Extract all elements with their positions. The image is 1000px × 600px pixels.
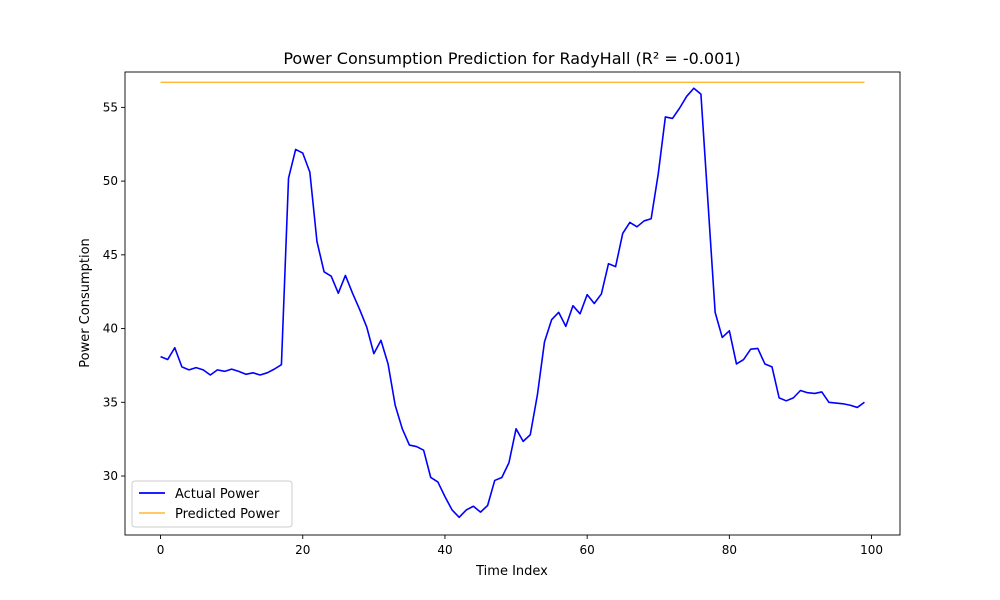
x-tick-label: 80	[722, 543, 737, 557]
chart-title: Power Consumption Prediction for RadyHal…	[283, 49, 740, 68]
y-tick-label: 30	[103, 469, 118, 483]
y-tick-label: 35	[103, 395, 118, 409]
x-axis: 0 20 40 60 80 100	[157, 535, 883, 557]
y-tick-label: 50	[103, 174, 118, 188]
y-axis: 30 35 40 45 50 55	[103, 100, 125, 483]
x-tick-label: 20	[295, 543, 310, 557]
x-tick-label: 100	[860, 543, 883, 557]
x-tick-label: 0	[157, 543, 165, 557]
plot-frame	[124, 71, 901, 536]
x-tick-label: 60	[580, 543, 595, 557]
y-tick-label: 45	[103, 248, 118, 262]
legend-box	[131, 480, 293, 528]
y-axis-label: Power Consumption	[78, 238, 93, 368]
plot-area	[124, 71, 901, 536]
legend-label-actual-power: Actual Power	[175, 487, 260, 502]
x-tick-label: 40	[437, 543, 452, 557]
legend: Actual Power Predicted Power	[131, 480, 293, 528]
y-tick-label: 40	[103, 322, 118, 336]
legend-label-predicted-power: Predicted Power	[175, 507, 280, 522]
x-axis-label: Time Index	[475, 564, 548, 579]
series-line-actual-power	[160, 87, 865, 519]
y-tick-label: 55	[103, 100, 118, 114]
